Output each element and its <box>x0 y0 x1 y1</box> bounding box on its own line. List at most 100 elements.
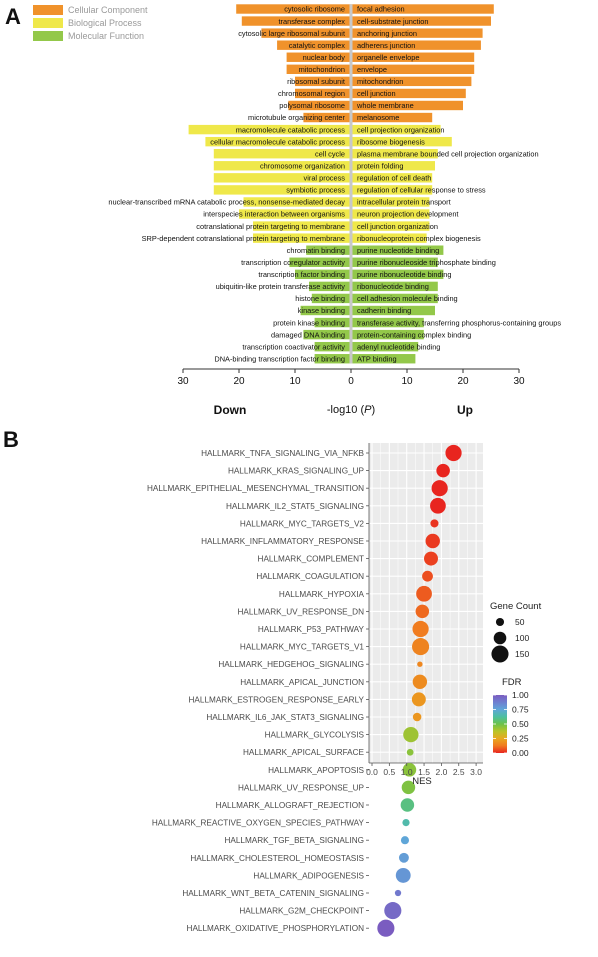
pathway-label: HALLMARK_APICAL_JUNCTION <box>240 678 364 687</box>
data-point <box>406 748 414 756</box>
term-label-down: cell cycle <box>315 149 345 158</box>
term-label-up: cell projection organization <box>357 125 445 134</box>
term-label-down: viral process <box>304 174 346 183</box>
bar-up <box>351 233 427 243</box>
term-label-down: mitochondrion <box>299 65 345 74</box>
term-label-up: ribosome biogenesis <box>357 137 425 146</box>
bar-down <box>243 197 351 207</box>
bar-down <box>213 185 351 195</box>
term-label-down: interspecies interaction between organis… <box>203 210 345 219</box>
term-label-up: protein-containing complex binding <box>357 330 471 339</box>
term-label-up: neuron projection development <box>357 210 458 219</box>
pathway-label: HALLMARK_KRAS_SIGNALING_UP <box>228 467 365 476</box>
pathway-label: HALLMARK_TGF_BETA_SIGNALING <box>224 836 364 845</box>
pathway-label: HALLMARK_TNFA_SIGNALING_VIA_NFKB <box>201 449 364 458</box>
pathway-label: HALLMARK_MYC_TARGETS_V1 <box>240 643 365 652</box>
term-label-down: nuclear-transcribed mRNA catabolic proce… <box>108 198 345 207</box>
x-tick-label: 10 <box>289 376 301 387</box>
data-point <box>424 551 438 566</box>
bar-up <box>351 281 438 292</box>
bar-down <box>314 341 351 352</box>
data-point <box>400 836 410 845</box>
panel-a-chart: Cellular Component Biological Process Mole… <box>33 4 561 417</box>
bar-down <box>295 88 351 99</box>
data-point <box>445 444 462 462</box>
term-label-down: transcription coregulator activity <box>241 258 345 267</box>
bar-up <box>351 173 433 183</box>
size-legend-label: 150 <box>515 649 529 659</box>
pathway-label: HALLMARK_COAGULATION <box>256 572 364 581</box>
term-label-down: microtubule organizing center <box>248 113 345 122</box>
bar-up <box>351 112 433 123</box>
term-label-up: ribonucleotide binding <box>357 282 429 291</box>
pathway-label: HALLMARK_INFLAMMATORY_RESPONSE <box>201 537 364 546</box>
bar-up <box>351 149 438 159</box>
term-label-down: catalytic complex <box>289 41 346 50</box>
bar-up <box>351 185 433 195</box>
term-label-down: cytosolic ribosome <box>284 5 345 14</box>
data-point <box>394 889 402 897</box>
pathway-label: HALLMARK_CHOLESTEROL_HOMEOSTASIS <box>190 854 364 863</box>
term-label-up: purine ribonucleoside triphosphate bindi… <box>357 258 496 267</box>
pathway-label: HALLMARK_APICAL_SURFACE <box>243 748 365 757</box>
term-label-down: chromosome organization <box>260 161 345 170</box>
x-tick-label-b: 2.5 <box>453 767 465 777</box>
data-point <box>415 604 430 619</box>
pathway-label: HALLMARK_OXIDATIVE_PHOSPHORYLATION <box>187 924 365 933</box>
center-divider <box>349 4 353 364</box>
bar-up <box>351 76 472 87</box>
pathway-label: HALLMARK_UV_RESPONSE_DN <box>238 607 365 616</box>
data-point <box>401 780 416 795</box>
bar-up <box>351 161 435 171</box>
x-tick-label-b: 0.5 <box>383 767 395 777</box>
bar-up <box>351 197 430 207</box>
bar-down <box>213 161 351 171</box>
color-legend-label: 0.00 <box>512 748 529 758</box>
term-label-up: whole membrane <box>356 101 414 110</box>
bar-up <box>351 52 475 62</box>
term-label-up: adherens junction <box>357 41 415 50</box>
term-label-down: SRP-dependent cotranslational protein ta… <box>142 234 345 243</box>
bar-down <box>188 124 351 135</box>
data-point <box>412 620 429 638</box>
data-point <box>430 519 439 528</box>
data-point <box>395 867 411 883</box>
color-legend-label: 0.50 <box>512 719 529 729</box>
bar-down <box>253 221 351 231</box>
color-legend-label: 1.00 <box>512 690 529 700</box>
panel-b-label: B <box>3 427 19 452</box>
data-point <box>412 674 428 689</box>
data-point <box>422 570 433 582</box>
term-label-down: DNA-binding transcription factor binding <box>214 354 345 363</box>
x-tick-label: 30 <box>513 376 525 387</box>
bar-up <box>351 100 463 111</box>
bar-down <box>303 329 351 340</box>
x-tick-label-b: 1.0 <box>401 767 413 777</box>
x-axis-title-italic: P <box>364 404 372 416</box>
bar-down <box>303 112 351 123</box>
up-label: Up <box>457 403 473 417</box>
x-axis-title-b: NES <box>412 776 432 787</box>
pathway-label: HALLMARK_IL6_JAK_STAT3_SIGNALING <box>206 713 364 722</box>
x-axis-title-end: ) <box>371 404 375 416</box>
term-label-up: purine nucleotide binding <box>357 246 439 255</box>
size-legend-label: 50 <box>515 617 525 627</box>
data-point <box>417 661 423 667</box>
term-label-down: cellular macromolecule catabolic process <box>210 137 345 146</box>
bar-up <box>351 341 419 352</box>
term-label-down: ribosomal subunit <box>287 77 345 86</box>
bar-down <box>306 245 351 255</box>
term-label-down: cytosolic large ribosomal subunit <box>238 29 345 38</box>
term-label-up: organelle envelope <box>357 53 419 62</box>
color-legend-label: 0.75 <box>512 705 529 715</box>
bar-down <box>205 136 351 147</box>
bar-down <box>300 305 351 316</box>
term-label-up: regulation of cell death <box>357 174 431 183</box>
term-label-up: cell junction <box>357 89 396 98</box>
x-tick-label: 30 <box>177 376 189 387</box>
data-point <box>416 585 432 602</box>
bar-up <box>351 305 435 316</box>
bar-up <box>351 64 475 74</box>
term-label-up: cell junction organization <box>357 222 438 231</box>
term-label-down: nuclear body <box>303 53 346 62</box>
